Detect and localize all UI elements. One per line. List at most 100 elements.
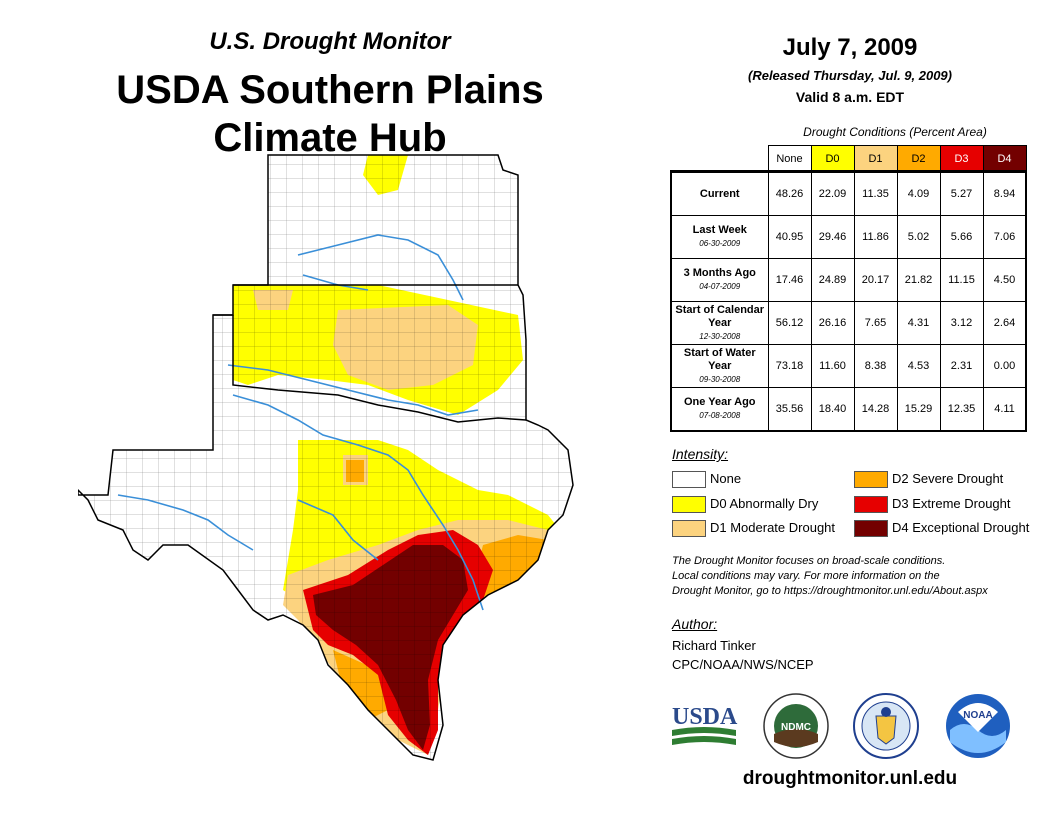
legend-swatch (854, 496, 888, 513)
cell: 7.06 (982, 215, 1027, 259)
cell: 2.64 (982, 301, 1027, 345)
cell: 11.15 (939, 258, 984, 302)
cell: 21.82 (896, 258, 941, 302)
note-line: The Drought Monitor focuses on broad-sca… (672, 555, 946, 567)
table-header-row: None D0 D1 D2 D3 D4 (672, 145, 1027, 173)
table-header-blank (672, 146, 769, 173)
cell: 4.09 (896, 172, 941, 216)
cell: 14.28 (853, 387, 898, 431)
cell: 17.46 (767, 258, 812, 302)
svg-text:NDMC: NDMC (781, 722, 811, 733)
commerce-seal (853, 693, 919, 759)
cell: 0.00 (982, 344, 1027, 388)
legend-label: D0 Abnormally Dry (710, 496, 819, 511)
rivers (117, 234, 484, 611)
cell: 35.56 (767, 387, 812, 431)
legend-label: D3 Extreme Drought (892, 496, 1011, 511)
svg-text:NOAA: NOAA (963, 710, 992, 721)
cell: 4.50 (982, 258, 1027, 302)
cell: 40.95 (767, 215, 812, 259)
row-date: 04-07-2009 (699, 282, 741, 291)
table-row: 3 Months Ago 04-07-2009 17.46 24.89 20.17… (671, 258, 1027, 302)
col-header-d3: D3 (939, 145, 984, 173)
row-label-text: 3 Months Ago (683, 267, 756, 279)
cell: 18.40 (810, 387, 855, 431)
subtitle: U.S. Drought Monitor (209, 28, 451, 55)
legend-label: D1 Moderate Drought (710, 520, 836, 535)
row-label: Last Week 06-30-2009 (671, 215, 769, 259)
legend-swatch (672, 471, 706, 488)
table-row: Last Week 06-30-2009 40.95 29.46 11.86 5.… (671, 215, 1027, 259)
cell: 3.12 (939, 301, 984, 345)
col-header-d0: D0 (810, 145, 855, 173)
cell: 5.66 (939, 215, 984, 259)
row-label: Current (671, 172, 769, 216)
cell: 2.31 (939, 344, 984, 388)
note-line: Drought Monitor, go to https://droughtmo… (672, 585, 988, 597)
col-header-d1: D1 (853, 145, 898, 173)
cell: 5.02 (896, 215, 941, 259)
author-label: Author: (672, 616, 718, 632)
cell: 73.18 (767, 344, 812, 388)
svg-text:USDA: USDA (672, 704, 738, 730)
row-date: 09-30-2008 (699, 374, 741, 384)
county-lines (78, 155, 573, 760)
row-date: 06-30-2009 (699, 239, 741, 248)
col-header-none: None (767, 145, 812, 173)
disclaimer-note: The Drought Monitor focuses on broad-sca… (672, 554, 1042, 599)
cell: 4.31 (896, 301, 941, 345)
row-date: 12-30-2008 (699, 331, 741, 341)
cell: 48.26 (767, 172, 812, 216)
legend-swatch (854, 520, 888, 537)
legend-label: D4 Exceptional Drought (892, 520, 1030, 535)
map-date: July 7, 2009 (782, 34, 918, 61)
cell: 15.29 (896, 387, 941, 431)
note-line: Local conditions may vary. For more info… (672, 570, 940, 582)
cell: 26.16 (810, 301, 855, 345)
cell: 12.35 (939, 387, 984, 431)
row-label: 3 Months Ago 04-07-2009 (671, 258, 769, 302)
legend-label: D2 Severe Drought (892, 471, 1004, 486)
region-outline (78, 154, 574, 761)
cell: 11.86 (853, 215, 898, 259)
cell: 20.17 (853, 258, 898, 302)
cell: 11.35 (853, 172, 898, 216)
drought-conditions-table: None D0 D1 D2 D3 D4 Current 48.26 22.09 … (671, 145, 1027, 431)
cell: 22.09 (810, 172, 855, 216)
noaa-logo: NOAA (946, 694, 1010, 758)
table-row: Start of Calendar Year 12-30-2008 56.12 2… (671, 301, 1027, 345)
table-row: One Year Ago 07-08-2008 35.56 18.40 14.28… (671, 387, 1027, 431)
ndmc-logo: NDMC (763, 693, 829, 759)
row-label-text: Start of Water Year (683, 346, 756, 372)
author-name: Richard Tinker (672, 638, 756, 653)
legend-swatch (672, 520, 706, 537)
map-title-line2: Climate Hub (213, 116, 447, 160)
row-label: One Year Ago 07-08-2008 (671, 387, 769, 431)
cell: 8.38 (853, 344, 898, 388)
row-label: Start of Water Year 09-30-2008 (671, 344, 769, 388)
cell: 11.60 (810, 344, 855, 388)
legend-swatch (854, 471, 888, 488)
cell: 24.89 (810, 258, 855, 302)
legend-swatch (672, 496, 706, 513)
row-date: 07-08-2008 (699, 411, 741, 420)
website-url: droughtmonitor.unl.edu (742, 768, 958, 789)
release-date: (Released Thursday, Jul. 9, 2009) (748, 68, 952, 83)
cell: 8.94 (982, 172, 1027, 216)
cell: 4.53 (896, 344, 941, 388)
table-row: Start of Water Year 09-30-2008 73.18 11.6… (671, 344, 1027, 388)
cell: 7.65 (853, 301, 898, 345)
legend-title: Intensity: (672, 446, 729, 462)
author-org: CPC/NOAA/NWS/NCEP (672, 657, 814, 672)
col-header-d4: D4 (982, 145, 1027, 173)
map-title-line1: USDA Southern Plains (116, 68, 544, 112)
cell: 5.27 (939, 172, 984, 216)
usda-logo: USDA (672, 704, 738, 745)
partner-logos: USDA NDMC NOAA (672, 693, 1010, 759)
cell: 56.12 (767, 301, 812, 345)
row-label-text: Current (699, 187, 740, 200)
cell: 4.11 (982, 387, 1027, 431)
drought-map (78, 154, 574, 761)
oklahoma-texas-border (213, 314, 527, 423)
valid-time: Valid 8 a.m. EDT (795, 89, 905, 105)
